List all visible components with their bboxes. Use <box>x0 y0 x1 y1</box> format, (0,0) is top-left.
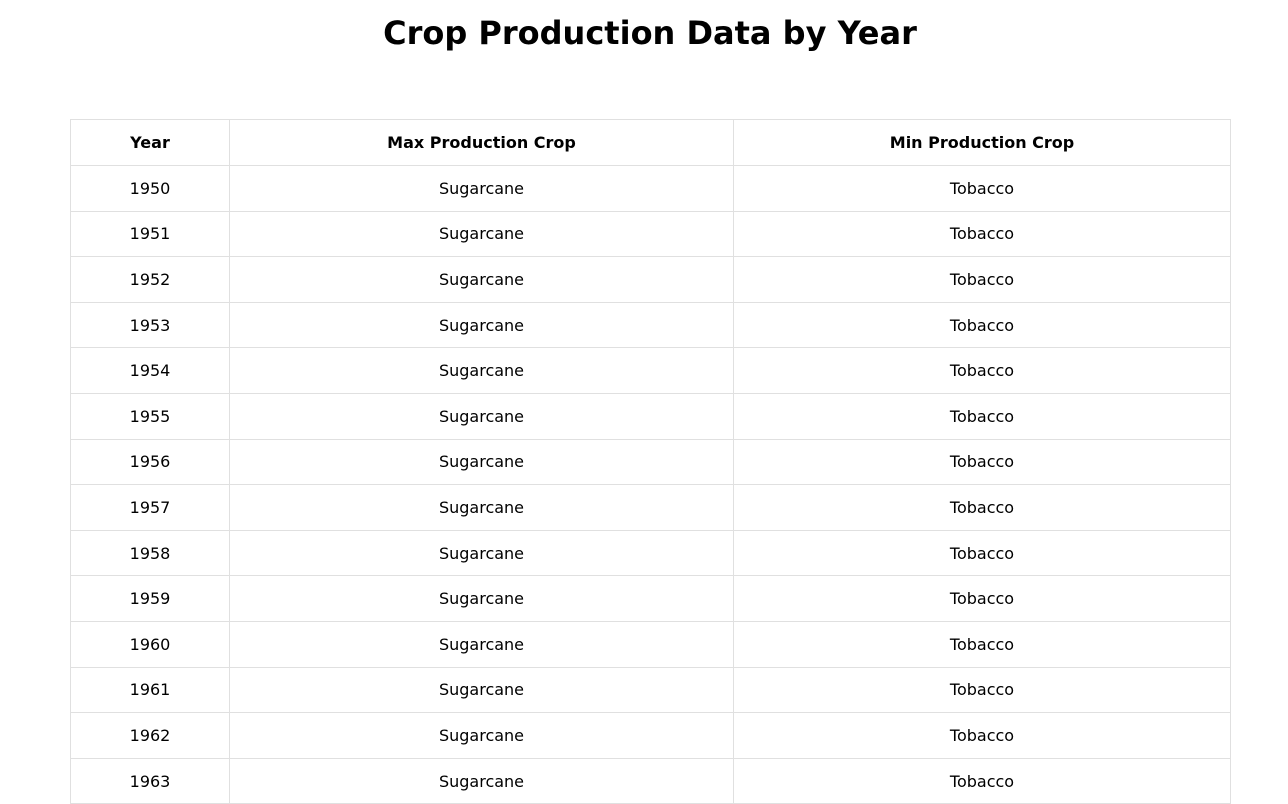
column-header-min-production-crop: Min Production Crop <box>733 119 1231 166</box>
table-row: 1960 Sugarcane Tobacco <box>70 620 1231 668</box>
table-row: 1951 Sugarcane Tobacco <box>70 210 1231 258</box>
max-crop-cell: Sugarcane <box>229 712 734 759</box>
table-header-row: Year Max Production Crop Min Production … <box>70 119 1231 166</box>
max-crop-cell: Sugarcane <box>229 165 734 212</box>
table-row: 1954 Sugarcane Tobacco <box>70 347 1231 394</box>
min-crop-cell: Tobacco <box>733 392 1231 440</box>
column-header-max-production-crop: Max Production Crop <box>229 119 734 166</box>
max-crop-cell: Sugarcane <box>229 757 734 804</box>
min-crop-cell: Tobacco <box>733 301 1231 349</box>
table-row: 1957 Sugarcane Tobacco <box>70 484 1231 531</box>
year-cell: 1955 <box>70 392 230 440</box>
min-crop-cell: Tobacco <box>733 210 1231 258</box>
min-crop-cell: Tobacco <box>733 666 1231 714</box>
crop-production-table: Year Max Production Crop Min Production … <box>70 119 1231 804</box>
max-crop-cell: Sugarcane <box>229 575 734 622</box>
min-crop-cell: Tobacco <box>733 757 1231 804</box>
table-row: 1955 Sugarcane Tobacco <box>70 392 1231 440</box>
max-crop-cell: Sugarcane <box>229 347 734 394</box>
min-crop-cell: Tobacco <box>733 347 1231 394</box>
max-crop-cell: Sugarcane <box>229 438 734 486</box>
table-row: 1950 Sugarcane Tobacco <box>70 165 1231 212</box>
year-cell: 1960 <box>70 620 230 668</box>
column-header-year: Year <box>70 119 230 166</box>
table-row: 1956 Sugarcane Tobacco <box>70 438 1231 486</box>
year-cell: 1957 <box>70 484 230 531</box>
min-crop-cell: Tobacco <box>733 484 1231 531</box>
table-body: 1950 Sugarcane Tobacco 1951 Sugarcane To… <box>70 165 1231 804</box>
year-cell: 1963 <box>70 757 230 804</box>
max-crop-cell: Sugarcane <box>229 620 734 668</box>
year-cell: 1954 <box>70 347 230 394</box>
max-crop-cell: Sugarcane <box>229 210 734 258</box>
year-cell: 1961 <box>70 666 230 714</box>
table-row: 1958 Sugarcane Tobacco <box>70 529 1231 577</box>
table-row: 1962 Sugarcane Tobacco <box>70 712 1231 759</box>
table-row: 1961 Sugarcane Tobacco <box>70 666 1231 714</box>
page-title: Crop Production Data by Year <box>383 14 917 52</box>
min-crop-cell: Tobacco <box>733 256 1231 303</box>
max-crop-cell: Sugarcane <box>229 392 734 440</box>
table-row: 1953 Sugarcane Tobacco <box>70 301 1231 349</box>
year-cell: 1952 <box>70 256 230 303</box>
crop-table-container: Year Max Production Crop Min Production … <box>70 119 1231 804</box>
year-cell: 1953 <box>70 301 230 349</box>
year-cell: 1958 <box>70 529 230 577</box>
year-cell: 1956 <box>70 438 230 486</box>
year-cell: 1950 <box>70 165 230 212</box>
year-cell: 1962 <box>70 712 230 759</box>
table-row: 1952 Sugarcane Tobacco <box>70 256 1231 303</box>
min-crop-cell: Tobacco <box>733 529 1231 577</box>
table-row: 1959 Sugarcane Tobacco <box>70 575 1231 622</box>
min-crop-cell: Tobacco <box>733 712 1231 759</box>
max-crop-cell: Sugarcane <box>229 529 734 577</box>
min-crop-cell: Tobacco <box>733 165 1231 212</box>
min-crop-cell: Tobacco <box>733 620 1231 668</box>
max-crop-cell: Sugarcane <box>229 301 734 349</box>
min-crop-cell: Tobacco <box>733 575 1231 622</box>
max-crop-cell: Sugarcane <box>229 484 734 531</box>
table-row: 1963 Sugarcane Tobacco <box>70 757 1231 804</box>
max-crop-cell: Sugarcane <box>229 666 734 714</box>
min-crop-cell: Tobacco <box>733 438 1231 486</box>
max-crop-cell: Sugarcane <box>229 256 734 303</box>
year-cell: 1959 <box>70 575 230 622</box>
year-cell: 1951 <box>70 210 230 258</box>
